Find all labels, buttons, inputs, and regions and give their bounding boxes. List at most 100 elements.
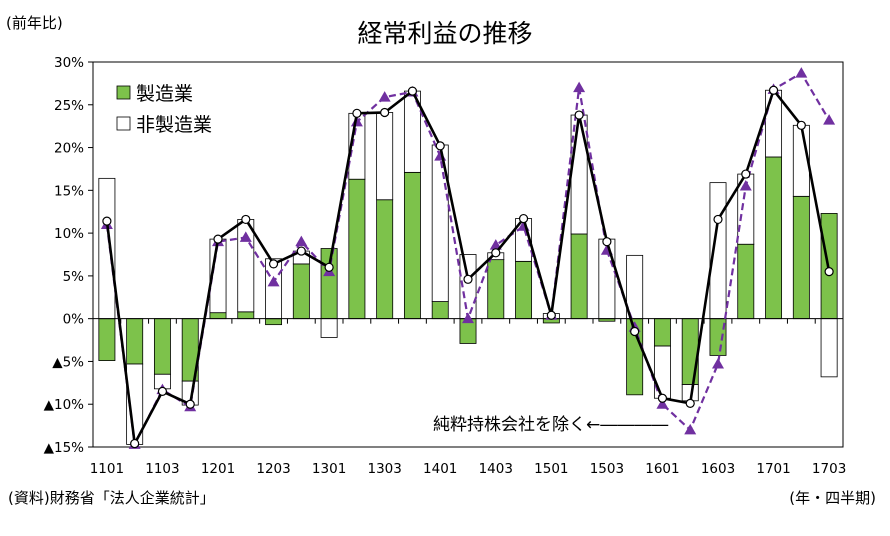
point-total <box>824 267 834 277</box>
point-excl-holding <box>795 67 808 78</box>
bar-manufacturing <box>153 318 171 375</box>
point-total <box>518 213 529 224</box>
bar-non-manufacturing <box>765 89 783 158</box>
bar-manufacturing <box>570 233 588 320</box>
point-total <box>324 262 334 272</box>
y-tick-label: 25% <box>54 98 84 114</box>
point-total <box>157 386 168 396</box>
x-tick-label: 1401 <box>423 461 457 477</box>
point-excl-holding <box>823 114 836 125</box>
point-total <box>102 216 112 226</box>
point-total <box>741 169 751 179</box>
bar-manufacturing <box>487 259 505 320</box>
x-tick-label: 1503 <box>590 461 624 477</box>
y-unit-label: (前年比) <box>6 14 63 32</box>
x-tick-label: 1403 <box>479 461 513 477</box>
point-total <box>185 399 195 409</box>
legend-label-non-manufacturing: 非製造業 <box>136 114 212 136</box>
point-total <box>685 398 695 408</box>
point-total <box>213 234 223 244</box>
y-tick-label: 15% <box>54 183 84 199</box>
bar-manufacturing <box>320 248 338 320</box>
y-tick-label: ▲10% <box>44 397 85 413</box>
point-total <box>630 326 640 337</box>
y-tick-label: ▲5% <box>52 354 84 370</box>
bar-non-manufacturing <box>376 112 394 201</box>
bar-manufacturing <box>792 195 810 320</box>
point-excl-holding <box>739 180 752 191</box>
bar-manufacturing <box>237 311 255 320</box>
bar-manufacturing <box>265 318 283 326</box>
point-total <box>546 310 556 320</box>
point-total <box>241 214 251 225</box>
point-total <box>713 214 723 225</box>
point-excl-holding <box>656 398 669 409</box>
legend-label-manufacturing: 製造業 <box>136 83 193 105</box>
point-excl-holding <box>712 358 724 369</box>
bar-manufacturing <box>126 318 144 365</box>
chart-title: 経常利益の推移 <box>357 19 533 48</box>
bar-manufacturing <box>209 312 227 320</box>
x-tick-label: 1303 <box>367 461 401 477</box>
x-tick-label: 1603 <box>701 461 735 477</box>
x-unit-label: (年・四半期) <box>789 489 876 507</box>
bar-manufacturing <box>403 171 421 320</box>
bar-manufacturing <box>292 263 310 320</box>
bar-manufacturing <box>348 178 366 320</box>
point-total <box>463 274 473 284</box>
bar-non-manufacturing <box>570 114 588 235</box>
point-excl-holding <box>239 231 252 242</box>
point-total <box>657 393 668 403</box>
bar-non-manufacturing <box>320 318 338 338</box>
point-total <box>602 237 612 247</box>
point-excl-holding <box>684 423 697 435</box>
x-tick-label: 1601 <box>645 461 679 477</box>
point-total <box>130 438 140 449</box>
point-total <box>380 107 390 118</box>
point-total <box>491 248 501 258</box>
x-tick-label: 1203 <box>256 461 290 477</box>
y-tick-label: 0% <box>63 312 85 328</box>
x-tick-label: 1301 <box>312 461 346 477</box>
y-tick-label: 20% <box>54 141 84 157</box>
x-tick-label: 1703 <box>812 461 846 477</box>
point-total <box>407 86 418 96</box>
bar-non-manufacturing <box>98 177 116 320</box>
bar-manufacturing <box>765 156 783 320</box>
y-tick-label: 5% <box>63 269 85 285</box>
x-tick-label: 1201 <box>201 461 235 477</box>
point-excl-holding <box>378 91 391 102</box>
point-total <box>296 246 306 256</box>
x-tick-label: 1701 <box>756 461 790 477</box>
plot-frame <box>92 61 844 448</box>
x-tick-label: 1501 <box>534 461 568 477</box>
legend-swatch-manufacturing <box>116 85 131 100</box>
bar-manufacturing <box>681 318 699 385</box>
point-excl-holding <box>489 239 502 250</box>
bar-manufacturing <box>376 199 394 320</box>
point-total <box>352 108 362 118</box>
legend-swatch-non-manufacturing <box>116 116 131 131</box>
x-tick-label: 1103 <box>145 461 179 477</box>
point-total <box>796 120 806 130</box>
point-excl-holding <box>267 275 280 287</box>
bar-non-manufacturing <box>820 318 838 378</box>
annotation-excl-holding: 純粋持株会社を除く←―――― <box>433 415 668 435</box>
point-total <box>574 110 584 120</box>
point-excl-holding <box>462 312 474 324</box>
y-tick-label: 10% <box>54 226 84 242</box>
bar-manufacturing <box>431 301 449 320</box>
point-excl-holding <box>573 81 586 93</box>
point-total <box>435 141 445 151</box>
y-tick-label: 30% <box>54 55 84 71</box>
x-tick-label: 1101 <box>90 461 124 477</box>
point-total <box>768 85 779 95</box>
bar-manufacturing <box>515 260 533 320</box>
bar-manufacturing <box>98 318 116 361</box>
point-excl-holding <box>295 235 308 247</box>
bar-manufacturing <box>737 243 755 320</box>
point-total <box>268 259 279 269</box>
source-note: (資料)財務省「法人企業統計」 <box>8 489 215 507</box>
y-tick-label: ▲15% <box>44 440 85 456</box>
